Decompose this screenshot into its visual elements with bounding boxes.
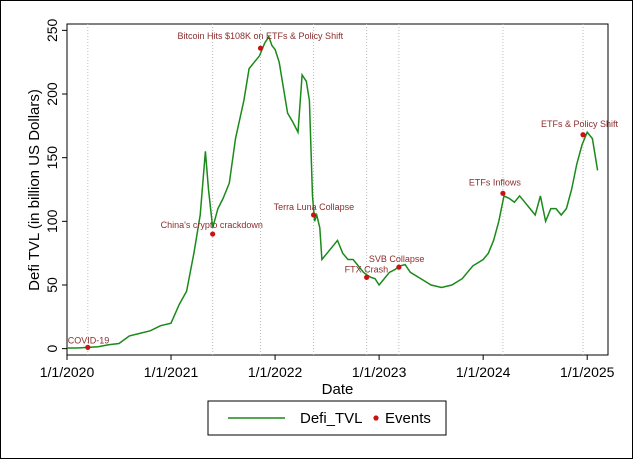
event-gridlines [87,24,584,355]
y-axis-title: Defi TVL (in billion US Dollars) [26,89,43,291]
event-point [310,212,317,218]
x-tick-label: 1/1/2024 [456,364,511,380]
y-tick-label: 200 [44,82,60,106]
event-annotation: FTX Crash [345,264,389,274]
x-axis-title: Date [322,381,354,398]
series-line-defi-tvl [67,35,599,349]
x-tick-label: 1/1/2023 [352,364,407,380]
event-point [210,231,216,237]
event-annotation: SVB Collapse [369,254,425,264]
event-point [85,344,91,350]
event-point [257,45,264,51]
event-annotation: COVID-19 [68,335,110,345]
x-tick-label: 1/1/2021 [144,364,199,380]
event-annotation: ETFs Inflows [469,177,522,187]
axis-ticks: 0 50 100 150 200 250 1/1/2020 1/1/2021 1/1/2022 1… [40,18,615,380]
y-tick-label: 150 [44,146,60,170]
x-tick-label: 1/1/2025 [560,364,615,380]
y-tick-label: 0 [44,345,60,353]
event-point [580,132,586,138]
y-tick-label: 100 [44,209,60,233]
event-annotation: Bitcoin Hits $108K on ETFs & Policy Shif… [178,31,344,41]
event-annotation: ETFs & Policy Shift [541,119,619,129]
legend-label-defi-tvl: Defi_TVL [300,410,363,427]
legend: Defi_TVL Events [207,400,447,436]
y-tick-label: 50 [44,277,60,293]
x-tick-label: 1/1/2022 [248,364,303,380]
event-point [500,190,506,196]
plot-area [66,23,609,356]
event-point [396,264,402,270]
x-tick-label: 1/1/2020 [40,364,95,380]
event-annotation: Terra Luna Collapse [274,202,355,212]
event-point [364,274,370,280]
legend-label-events: Events [385,410,431,427]
event-annotation: China's crypto crackdown [161,220,263,230]
legend-swatch-events [373,415,379,421]
y-tick-label: 250 [44,18,60,42]
event-markers: COVID-19 China's crypto crackdown Bitcoin … [68,31,619,350]
